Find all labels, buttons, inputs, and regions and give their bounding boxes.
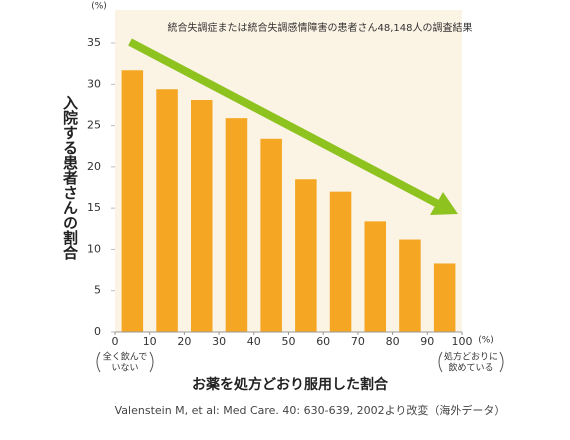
y-axis-title: 入院する患者さんの割合 xyxy=(61,95,79,261)
x-tick-label: 20 xyxy=(177,335,191,348)
right-bracket xyxy=(438,351,504,373)
bar xyxy=(295,179,317,332)
x-unit: (%) xyxy=(478,336,494,346)
bar xyxy=(364,221,387,332)
x-tick-label: 40 xyxy=(247,335,261,348)
bar xyxy=(329,191,352,332)
x-tick-label: 30 xyxy=(212,335,226,348)
bar xyxy=(190,99,213,332)
y-tick-label: 25 xyxy=(87,119,101,132)
y-tick-label: 5 xyxy=(94,284,101,297)
x-tick-label: 10 xyxy=(143,335,157,348)
bar xyxy=(121,70,144,333)
y-tick-label: 15 xyxy=(87,201,101,214)
right-note: 飲めている xyxy=(448,362,493,374)
x-tick-label: 100 xyxy=(452,335,473,348)
x-tick-label: 0 xyxy=(112,335,119,348)
y-tick-label: 10 xyxy=(87,242,101,255)
source: Valenstein M, et al: Med Care. 40: 630-6… xyxy=(115,403,506,417)
bar xyxy=(260,138,282,332)
y-tick-label: 30 xyxy=(87,77,101,90)
y-tick-label: 0 xyxy=(94,325,101,338)
right-note: 処方どおりに xyxy=(444,351,498,363)
annotation: 統合失調症または統合失調感情障害の患者さん48,148人の調査結果 xyxy=(168,21,473,34)
x-tick-label: 90 xyxy=(420,335,434,348)
y-tick-label: 20 xyxy=(87,160,101,173)
x-tick-label: 80 xyxy=(386,335,400,348)
bar xyxy=(156,89,178,332)
y-tick-label: 35 xyxy=(87,36,101,49)
x-tick-label: 70 xyxy=(351,335,365,348)
x-tick-label: 50 xyxy=(282,335,296,348)
y-unit: (%) xyxy=(91,2,107,12)
trend-arrow-head xyxy=(430,192,458,215)
left-bracket xyxy=(96,351,154,373)
left-note: 全く飲んで xyxy=(103,351,148,363)
bar xyxy=(433,263,456,332)
x-tick-label: 60 xyxy=(316,335,330,348)
bar xyxy=(225,118,248,333)
trend-arrow xyxy=(128,38,440,208)
left-note: いない xyxy=(111,363,138,374)
bar xyxy=(399,239,421,332)
x-axis-title: お薬を処方どおり服用した割合 xyxy=(192,376,389,393)
